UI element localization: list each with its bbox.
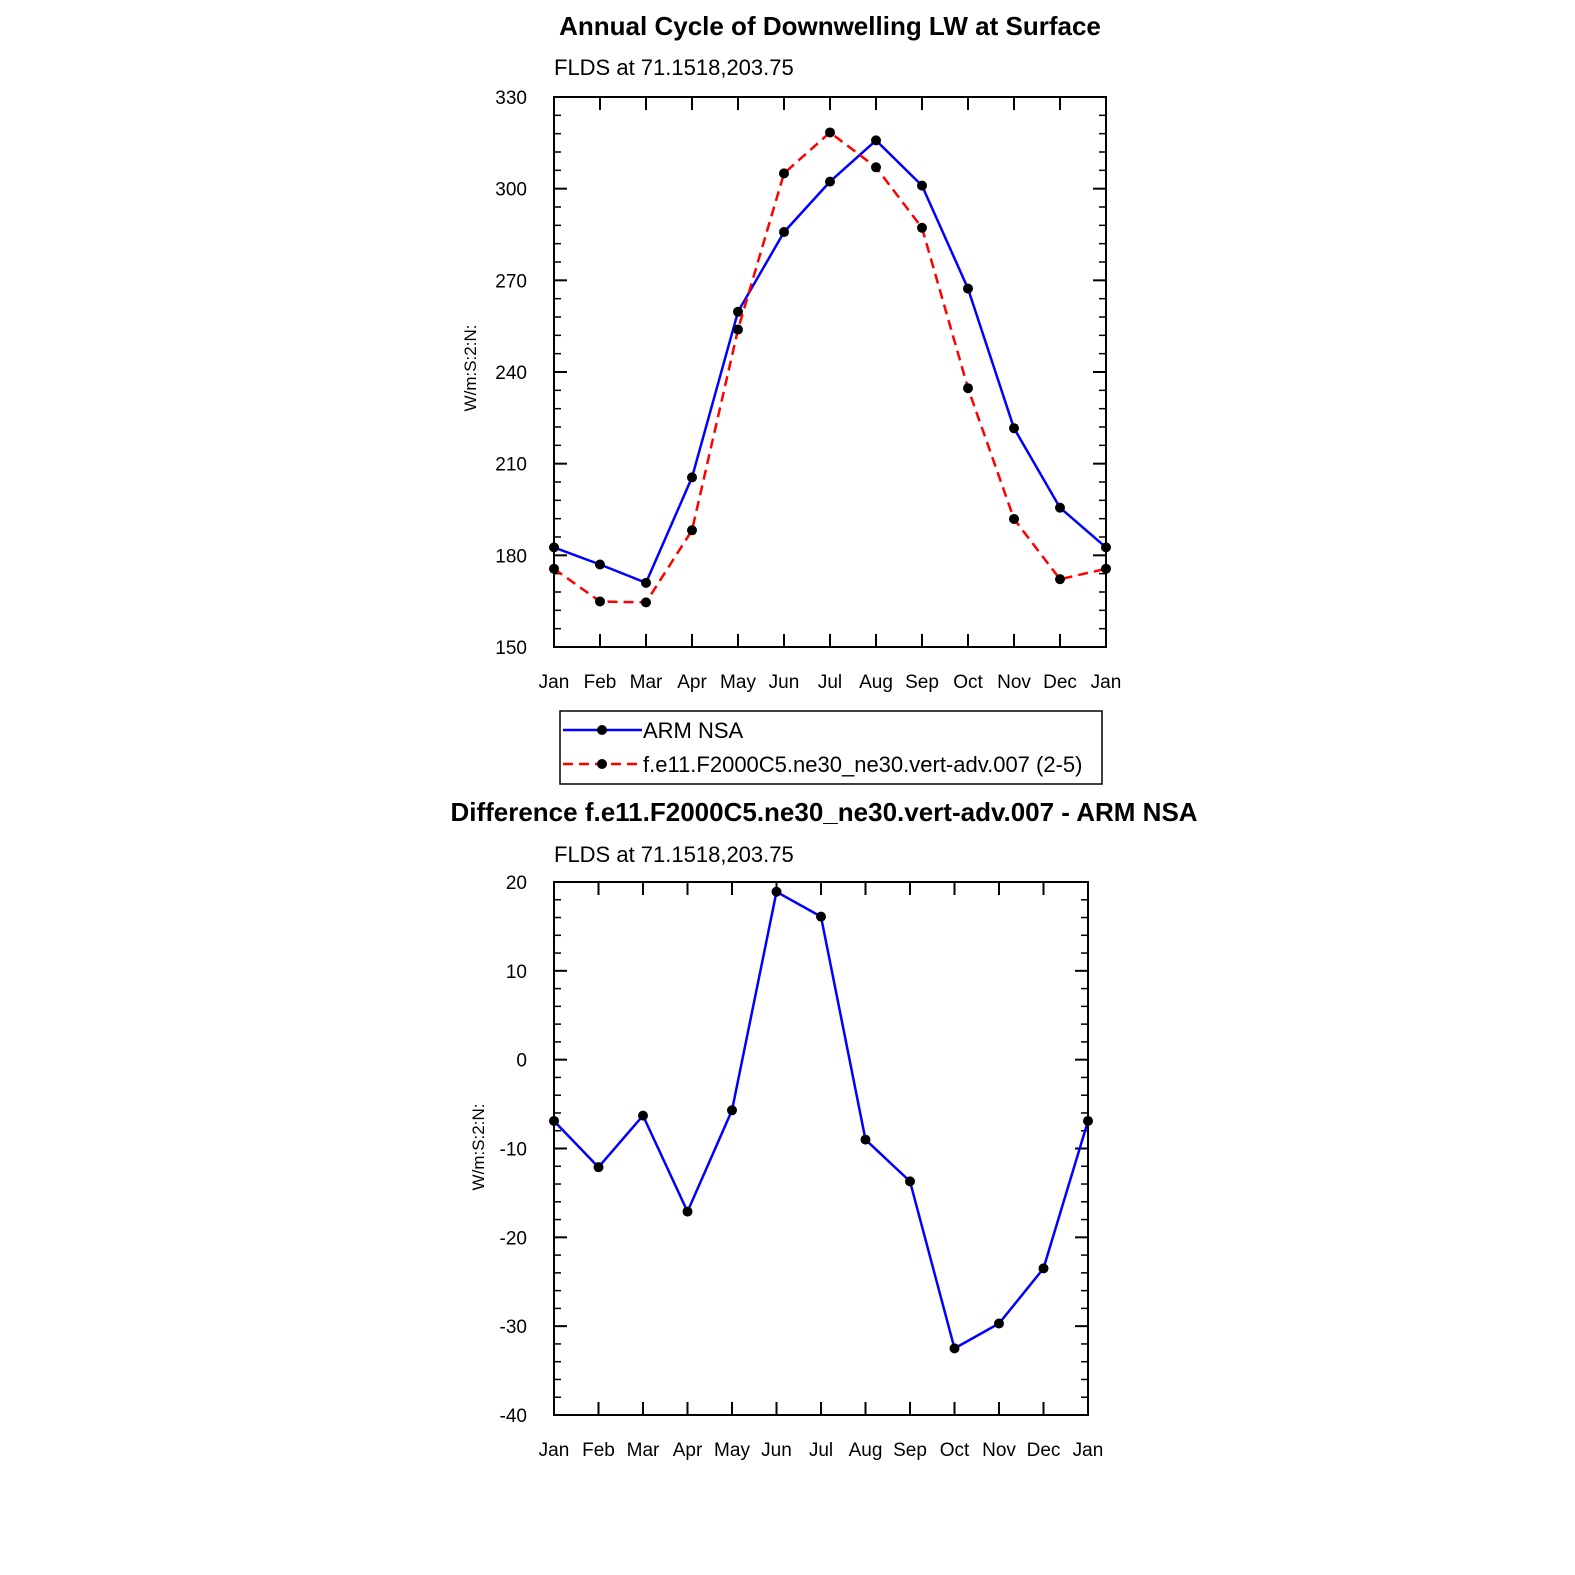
y-tick-label: 0 xyxy=(516,1051,527,1072)
legend-box xyxy=(559,710,1103,785)
chart-title: Annual Cycle of Downwelling LW at Surfac… xyxy=(559,11,1101,41)
data-point xyxy=(825,127,835,138)
data-point xyxy=(687,472,697,483)
y-tick-label: -30 xyxy=(500,1317,527,1338)
plot-frame xyxy=(553,881,1089,1416)
y-tick-label: -20 xyxy=(500,1228,527,1249)
data-point xyxy=(733,306,743,317)
x-tick-label: Sep xyxy=(893,1440,927,1461)
y-tick-label: 300 xyxy=(495,180,527,201)
data-point xyxy=(825,176,835,187)
data-point xyxy=(963,283,973,294)
x-tick-label: Jan xyxy=(539,672,570,693)
x-tick-label: Jul xyxy=(809,1440,833,1461)
data-point xyxy=(771,886,782,897)
data-point xyxy=(917,222,927,233)
x-tick-label: Nov xyxy=(997,672,1031,693)
x-tick-label: Oct xyxy=(940,1440,970,1461)
y-tick-label: 150 xyxy=(495,638,527,659)
data-point xyxy=(871,162,881,173)
data-point xyxy=(641,577,651,588)
x-tick-label: Mar xyxy=(627,1440,660,1461)
series-line-0 xyxy=(553,890,1090,1350)
y-tick-label: 20 xyxy=(506,873,527,894)
annual-cycle-chart: Annual Cycle of Downwelling LW at Surfac… xyxy=(461,11,1121,785)
y-tick-label: 330 xyxy=(495,88,527,109)
x-tick-label: Oct xyxy=(953,672,983,693)
x-tick-label: Apr xyxy=(677,672,707,693)
chart-subtitle: FLDS at 71.1518,203.75 xyxy=(554,55,794,80)
x-tick-label: Sep xyxy=(905,672,939,693)
y-tick-label: 10 xyxy=(506,962,527,983)
y-tick-label: 270 xyxy=(495,271,527,292)
x-tick-label: Aug xyxy=(859,672,893,693)
series-group xyxy=(549,127,1111,608)
data-point xyxy=(1038,1263,1049,1274)
legend-marker-model xyxy=(597,759,607,769)
data-point xyxy=(727,1105,737,1116)
x-tick-label: Jun xyxy=(769,672,800,693)
y-tick-label: -10 xyxy=(500,1140,527,1161)
data-point xyxy=(595,596,605,607)
data-point xyxy=(1009,513,1019,524)
x-tick-label: May xyxy=(714,1440,750,1461)
y-tick-label: 180 xyxy=(495,546,527,567)
y-tick-label: 210 xyxy=(495,455,527,476)
legend-marker-arm-nsa xyxy=(597,725,607,735)
data-point xyxy=(905,1176,915,1187)
difference-chart: Difference f.e11.F2000C5.ne30_ne30.vert-… xyxy=(450,797,1197,1461)
data-point xyxy=(733,324,743,335)
axis-ticks: -40 -30 -20 -10 0 10 20 Jan Feb Mar Apr May Jun Jul Au… xyxy=(500,873,1104,1461)
data-point xyxy=(963,383,973,394)
y-tick-label: -40 xyxy=(500,1406,527,1427)
x-tick-label: Jun xyxy=(761,1440,792,1461)
data-point xyxy=(816,911,826,922)
x-tick-label: May xyxy=(720,672,756,693)
data-point xyxy=(593,1162,604,1173)
data-point xyxy=(682,1206,693,1217)
data-point xyxy=(1055,574,1065,585)
data-point xyxy=(595,559,605,570)
x-tick-label: Jul xyxy=(818,672,842,693)
data-point xyxy=(860,1134,871,1145)
y-axis-label: W/m:S:2:N: xyxy=(469,1104,488,1191)
y-tick-label: 240 xyxy=(495,363,527,384)
chart-title: Difference f.e11.F2000C5.ne30_ne30.vert-… xyxy=(450,797,1197,827)
x-tick-label: Feb xyxy=(582,1440,615,1461)
legend: ARM NSA f.e11.F2000C5.ne30_ne30.vert-adv… xyxy=(559,710,1103,785)
data-point xyxy=(994,1318,1004,1329)
y-axis-label: W/m:S:2:N: xyxy=(461,325,480,412)
x-tick-label: Nov xyxy=(982,1440,1016,1461)
data-point xyxy=(871,135,881,146)
data-point xyxy=(779,227,789,238)
data-point xyxy=(917,180,927,191)
legend-label-arm-nsa: ARM NSA xyxy=(643,718,744,743)
plot-frame xyxy=(553,96,1107,648)
x-tick-label: Jan xyxy=(539,1440,570,1461)
series-line-1 xyxy=(553,131,1107,604)
series-line-0 xyxy=(553,139,1107,585)
x-tick-label: Jan xyxy=(1073,1440,1104,1461)
data-point xyxy=(779,168,789,179)
data-point xyxy=(687,525,697,536)
x-tick-label: Mar xyxy=(630,672,663,693)
data-point xyxy=(1009,423,1019,434)
data-point xyxy=(1055,502,1065,513)
x-tick-label: Jan xyxy=(1091,672,1122,693)
x-tick-label: Aug xyxy=(849,1440,883,1461)
series-group xyxy=(549,886,1093,1354)
data-point xyxy=(641,597,651,608)
data-point xyxy=(949,1343,960,1354)
chart-subtitle: FLDS at 71.1518,203.75 xyxy=(554,842,794,867)
x-tick-label: Dec xyxy=(1043,672,1077,693)
x-tick-label: Dec xyxy=(1027,1440,1061,1461)
data-point xyxy=(638,1110,648,1121)
x-tick-label: Apr xyxy=(673,1440,703,1461)
axis-ticks: 150 180 210 240 270 300 330 Jan Feb Mar Apr May Jun J… xyxy=(495,88,1121,693)
legend-label-model: f.e11.F2000C5.ne30_ne30.vert-adv.007 (2-… xyxy=(643,752,1082,777)
x-tick-label: Feb xyxy=(584,672,617,693)
